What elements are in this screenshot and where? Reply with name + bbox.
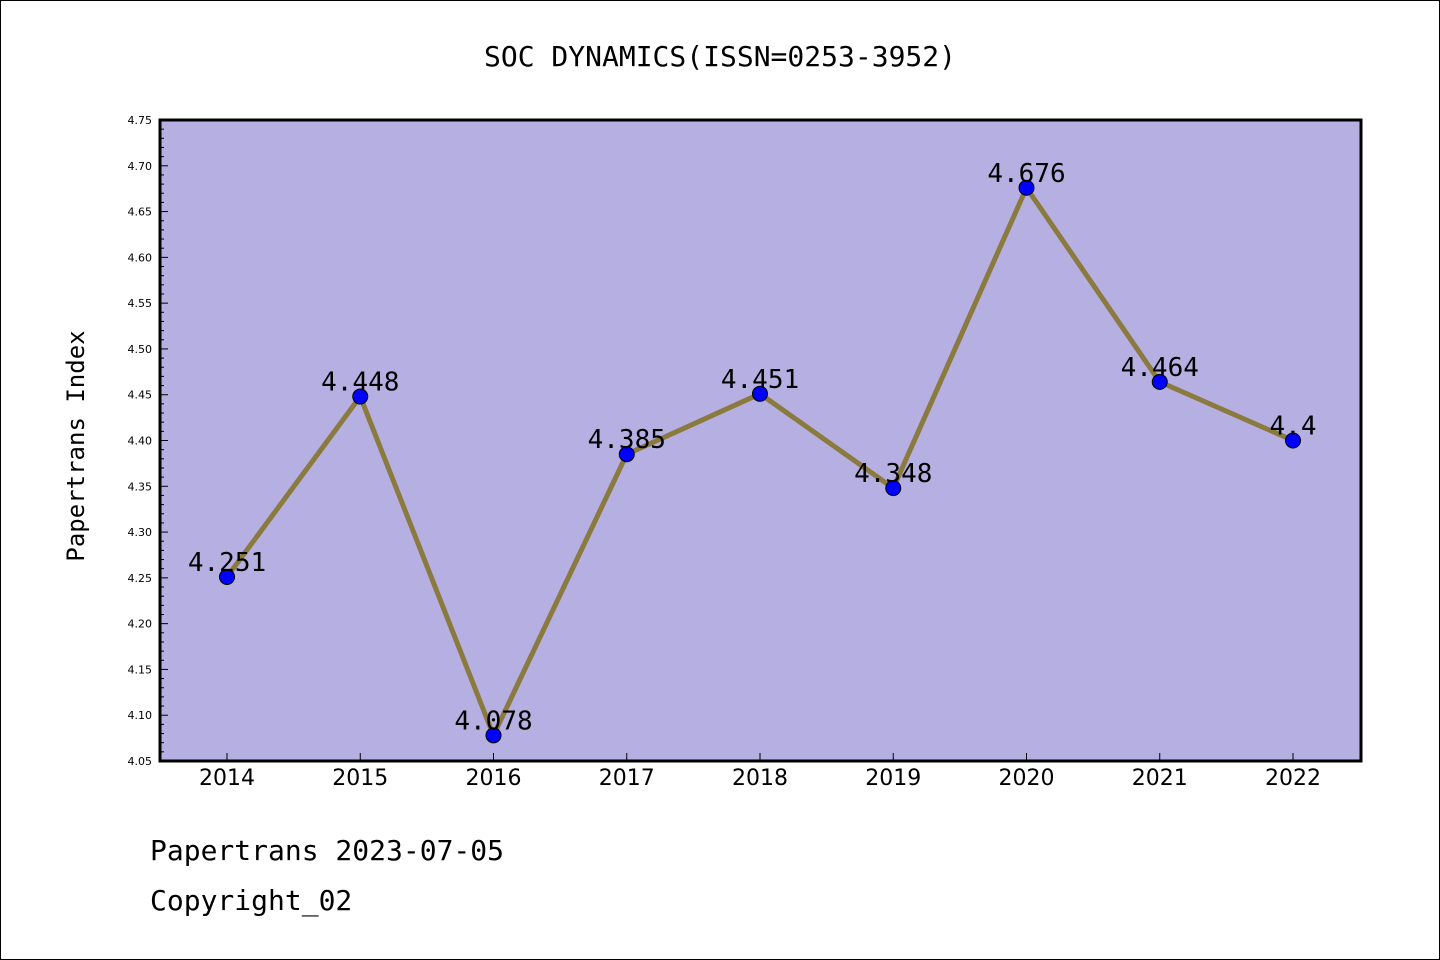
y-tick-label: 4.55 <box>128 297 153 310</box>
plot-area <box>158 118 1363 763</box>
data-label: 4.251 <box>188 548 266 578</box>
x-tick-label: 2020 <box>999 766 1055 791</box>
y-tick-label: 4.40 <box>128 435 153 448</box>
data-label: 4.348 <box>854 459 932 489</box>
data-label: 4.464 <box>1121 353 1199 383</box>
x-tick-label: 2019 <box>865 766 921 791</box>
chart-title: SOC DYNAMICS(ISSN=0253-3952) <box>484 40 956 73</box>
x-tick-label: 2014 <box>199 766 255 791</box>
y-tick-label: 4.50 <box>128 343 153 356</box>
y-tick-label: 4.20 <box>128 618 153 631</box>
x-tick-label: 2018 <box>732 766 788 791</box>
data-point <box>1285 432 1301 449</box>
x-tick-label: 2015 <box>332 766 388 791</box>
series-markers <box>219 179 1301 744</box>
data-label: 4.4 <box>1270 412 1317 442</box>
x-tick-label: 2017 <box>599 766 655 791</box>
y-axis-ticks: 4.05 4.10 4.15 4.20 4.25 4.30 4.35 4.40 4.45 4.50… <box>128 114 168 768</box>
data-label: 4.385 <box>588 425 666 455</box>
data-point <box>1018 179 1035 196</box>
x-tick-label: 2022 <box>1265 766 1321 791</box>
y-tick-label: 4.65 <box>128 206 153 219</box>
y-tick-label: 4.30 <box>128 526 153 539</box>
y-tick-label: 4.70 <box>128 160 153 173</box>
data-point <box>618 446 635 463</box>
data-point <box>485 727 502 744</box>
x-tick-label: 2016 <box>466 766 522 791</box>
data-label: 4.451 <box>721 365 799 395</box>
data-point <box>752 385 768 402</box>
y-tick-label: 4.25 <box>128 572 153 585</box>
data-label: 4.676 <box>987 159 1065 189</box>
y-axis-label: Papertrans Index <box>62 330 90 561</box>
y-tick-label: 4.15 <box>128 663 153 676</box>
y-tick-label: 4.75 <box>128 114 153 127</box>
data-point <box>885 480 902 497</box>
y-tick-label: 4.60 <box>128 251 153 264</box>
y-tick-label: 4.10 <box>128 709 153 722</box>
data-label: 4.448 <box>321 368 399 398</box>
data-point <box>219 568 235 585</box>
y-tick-label: 4.05 <box>128 755 153 768</box>
footer-copyright: Copyright_02 <box>150 884 353 917</box>
y-tick-label: 4.35 <box>128 480 153 493</box>
data-label: 4.078 <box>454 706 532 736</box>
x-tick-label: 2021 <box>1132 766 1188 791</box>
data-labels: 4.251 4.448 4.078 4.385 4.451 4.348 4.676 4.464… <box>188 159 1317 737</box>
x-axis-ticks: 2014 2015 2016 2017 2018 2019 2020 2021 2022 <box>199 753 1321 791</box>
data-point <box>1151 373 1168 390</box>
data-point <box>352 388 369 405</box>
footer-date: Papertrans 2023-07-05 <box>150 834 505 867</box>
y-tick-label: 4.45 <box>128 389 153 402</box>
